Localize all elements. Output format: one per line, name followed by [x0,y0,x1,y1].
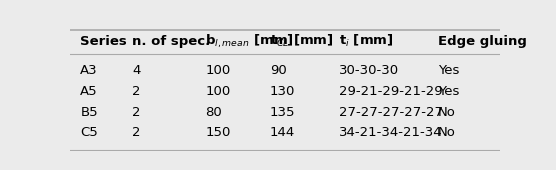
Text: 80: 80 [205,106,222,118]
Text: 100: 100 [205,64,231,77]
Text: 2: 2 [132,85,141,98]
Text: t$_i$ [mm]: t$_i$ [mm] [339,33,394,49]
Text: 2: 2 [132,126,141,139]
Text: Yes: Yes [438,64,459,77]
Text: A3: A3 [80,64,98,77]
Text: 150: 150 [205,126,231,139]
Text: B5: B5 [80,106,98,118]
Text: A5: A5 [80,85,98,98]
Text: C5: C5 [80,126,98,139]
Text: 29-21-29-21-29: 29-21-29-21-29 [339,85,443,98]
Text: No: No [438,126,456,139]
Text: Series: Series [80,35,127,48]
Text: No: No [438,106,456,118]
Text: 135: 135 [270,106,295,118]
Text: 4: 4 [132,64,140,77]
Text: 34-21-34-21-34: 34-21-34-21-34 [339,126,443,139]
Text: 90: 90 [270,64,287,77]
Text: Edge gluing: Edge gluing [438,35,527,48]
Text: b$_{l,mean}$ [mm]: b$_{l,mean}$ [mm] [205,33,294,50]
Text: 100: 100 [205,85,231,98]
Text: 130: 130 [270,85,295,98]
Text: Yes: Yes [438,85,459,98]
Text: 2: 2 [132,106,141,118]
Text: n. of spec.: n. of spec. [132,35,210,48]
Text: 27-27-27-27-27: 27-27-27-27-27 [339,106,443,118]
Text: 144: 144 [270,126,295,139]
Text: t$_{CL}$ [mm]: t$_{CL}$ [mm] [270,33,334,49]
Text: 30-30-30: 30-30-30 [339,64,399,77]
